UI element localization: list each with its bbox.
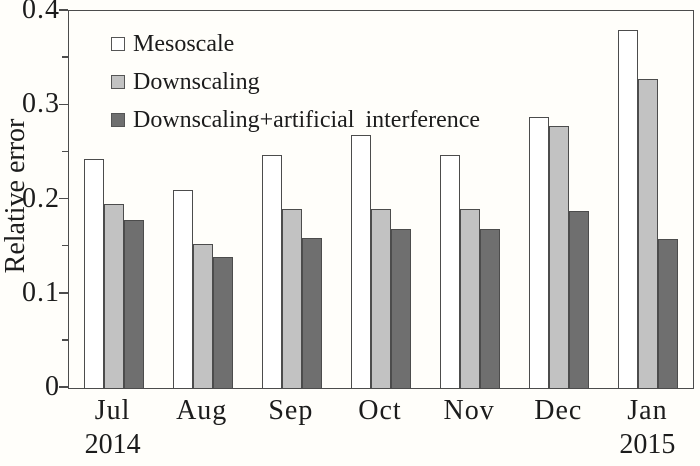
bar-downscaling-artificial-interference-dec: [569, 210, 590, 388]
legend-label: Mesoscale: [133, 30, 235, 57]
y-minor-tick: [62, 150, 68, 153]
legend-label: Downscaling: [133, 68, 260, 95]
x-year-label: 2014: [84, 429, 141, 460]
bar-downscaling-aug: [192, 243, 213, 388]
y-tick-label: 0.1: [22, 276, 60, 308]
bar-downscaling-artificial-interference-jul: [123, 220, 144, 388]
bar-downscaling-artificial-interference-oct: [391, 228, 411, 388]
bar-downscaling-artificial-interference-jan: [658, 239, 679, 388]
bar-mesoscale-jan: [618, 29, 639, 388]
bar-mesoscale-sep: [261, 155, 282, 388]
bar-mesoscale-nov: [440, 155, 461, 388]
bar-downscaling-jan: [638, 78, 659, 388]
bar-mesoscale-aug: [172, 190, 193, 388]
legend: Mesoscale Downscaling Downscaling+artifi…: [111, 25, 480, 139]
bar-downscaling-artificial-interference-nov: [480, 228, 501, 388]
x-tick-label: Oct: [358, 395, 402, 426]
bar-downscaling-dec: [549, 126, 570, 388]
bar-downscaling-nov: [460, 208, 481, 388]
x-tick-label: Nov: [443, 395, 495, 426]
x-tick-label: Sep: [268, 395, 314, 426]
x-tick-label: Aug: [176, 395, 228, 426]
plot-area: Mesoscale Downscaling Downscaling+artifi…: [68, 10, 694, 389]
bar-downscaling-artificial-interference-aug: [212, 257, 233, 388]
y-major-tick: [59, 9, 68, 11]
legend-item-downscaling: Downscaling: [111, 63, 480, 101]
y-minor-tick: [62, 244, 68, 247]
bar-mesoscale-oct: [351, 135, 371, 388]
bar-mesoscale-dec: [529, 116, 550, 388]
interference-swatch-icon: [111, 113, 125, 127]
bar-downscaling-oct: [371, 208, 391, 388]
x-year-label: 2015: [619, 429, 676, 460]
y-major-tick: [59, 103, 68, 105]
y-tick-label: 0.4: [22, 0, 60, 25]
y-tick-label: 0: [45, 371, 60, 402]
y-major-tick: [59, 292, 68, 294]
x-tick-label: Jul: [94, 395, 131, 426]
downscaling-swatch-icon: [111, 75, 125, 89]
bar-mesoscale-jul: [83, 158, 104, 388]
y-minor-tick: [62, 339, 68, 341]
legend-item-interference: Downscaling+artificial interference: [111, 101, 480, 139]
legend-label: Downscaling+artificial interference: [133, 106, 481, 133]
y-tick-label: 0.2: [22, 182, 60, 214]
y-major-tick: [59, 386, 68, 388]
y-major-tick: [59, 197, 68, 200]
x-tick-label: Jan: [627, 395, 668, 426]
bar-downscaling-sep: [281, 208, 302, 388]
y-minor-tick: [62, 56, 68, 58]
x-tick-label: Dec: [534, 395, 583, 426]
mesoscale-swatch-icon: [111, 37, 125, 51]
y-tick-label: 0.3: [22, 88, 60, 120]
bar-downscaling-jul: [103, 204, 124, 388]
legend-item-mesoscale: Mesoscale: [111, 25, 480, 63]
bar-downscaling-artificial-interference-sep: [301, 238, 322, 388]
